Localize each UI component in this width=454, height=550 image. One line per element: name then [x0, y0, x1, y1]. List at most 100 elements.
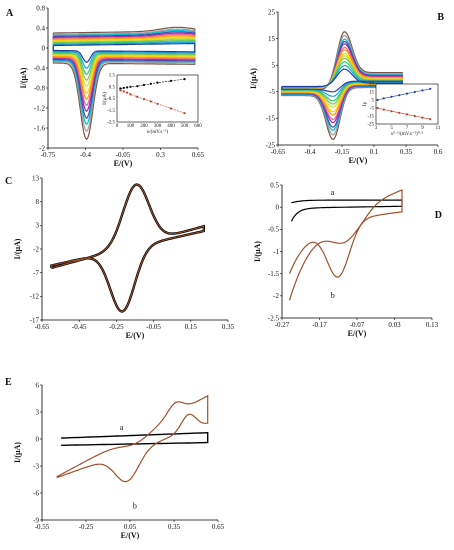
y-tick-label: -2 [33, 245, 39, 253]
panel-c: 13 8 3 -2 -7 -12 -17-0.65 -0.45 -0.25 -0.05 0.15 0.… [5, 174, 235, 340]
cv-curve [52, 37, 196, 88]
inset-frame [375, 83, 439, 125]
y-tick-label: 13 [32, 174, 40, 182]
y-tick-label: -1.2 [34, 104, 46, 112]
panel-letter: C [5, 176, 12, 187]
panel-a: 0.8 0.4 0 -0.4 -0.8 -1.2 -1.6 -2-0.75 -0.4 -0.05 0… [6, 4, 205, 168]
x-tick-label: -0.25 [79, 523, 94, 531]
y-tick-label: -1 [273, 248, 279, 256]
x-tick-label: 0.65 [192, 151, 205, 159]
cv-curve [52, 33, 196, 107]
inset-x-tick-label: 9 [421, 126, 424, 131]
x-tick-label: 0.3 [156, 151, 165, 159]
y-tick-label: 0.4 [36, 24, 45, 32]
x-tick-label: -0.65 [271, 148, 286, 156]
y-tick-label: -1.5 [268, 270, 280, 278]
curve-b [288, 189, 403, 301]
panel-letter: D [435, 210, 442, 221]
inset-x-tick-label: 300 [154, 124, 162, 129]
inset-point [142, 83, 146, 87]
cv-curve [52, 31, 196, 120]
x-axis-label: E/(V) [121, 531, 140, 540]
y-tick-label: -17 [30, 316, 40, 324]
inset-point [390, 95, 393, 98]
inset-point [129, 93, 132, 96]
curve-label-b: b [133, 501, 137, 510]
x-tick-label: -0.45 [72, 323, 87, 331]
inset-point [405, 113, 409, 116]
cv-curve [52, 39, 196, 82]
cv-curve-brown [50, 184, 205, 313]
y-tick-label: -6 [33, 489, 39, 497]
y-tick-label: 8 [36, 198, 40, 206]
y-tick-label: -0.4 [34, 64, 46, 72]
curve-label-a: a [120, 423, 124, 432]
y-tick-label: 6 [36, 381, 40, 389]
inset-b: 3 5 7 9 11 25 15 5 -5 -15 -25 υ⁰·⁵/(mV.s⁻¹)⁰·⁵ Ip [363, 83, 441, 137]
inset-point [376, 98, 379, 102]
x-tick-label: 0.03 [388, 321, 401, 329]
inset-point [183, 78, 186, 81]
inset-point [382, 108, 385, 111]
inset-y-tick-label: -2.5 [107, 121, 115, 126]
inset-y-tick-label: 15 [369, 91, 375, 96]
curve-a [290, 199, 403, 222]
y-tick-label: -0.5 [268, 226, 280, 234]
y-tick-label: 0.8 [36, 4, 45, 12]
inset-point [122, 90, 125, 93]
x-tick-label: -0.65 [35, 323, 50, 331]
inset-x-tick-label: 3 [375, 126, 378, 131]
inset-x-tick-label: 7 [406, 126, 409, 131]
cv-curve [52, 28, 196, 133]
inset-x-label: υ⁰·⁵/(mV.s⁻¹)⁰·⁵ [391, 131, 423, 137]
inset-point [421, 116, 424, 119]
inset-y-tick-label: -1.5 [107, 109, 115, 114]
cv-curve [52, 41, 196, 70]
inset-y-label: I/(μA) [103, 92, 108, 105]
y-tick-label: -2 [273, 292, 279, 300]
panels-group: 0.80.40-0.4-0.8-1.2-1.6-2-0.75 -0.4 -0.05 0… [5, 4, 444, 540]
y-tick-label: 0 [276, 203, 280, 211]
curve-a [61, 431, 209, 446]
y-tick-label: 3 [36, 408, 40, 416]
x-tick-label: -0.4 [80, 151, 92, 159]
x-tick-label: 0.6 [434, 148, 443, 156]
cv-curve [52, 42, 196, 63]
inset-y-tick-label: -0.5 [107, 97, 115, 102]
y-tick-label: 15 [268, 35, 276, 43]
inset-point [169, 107, 173, 110]
inset-point [136, 85, 139, 88]
x-tick-label: -0.07 [350, 321, 365, 329]
y-tick-label: 5 [272, 62, 276, 70]
x-axis-label: E/(V) [126, 331, 145, 340]
y-tick-label: 0.5 [270, 181, 279, 189]
cv-curve [52, 32, 196, 113]
inset-point [382, 97, 385, 100]
y-tick-label: -15 [266, 115, 276, 123]
x-tick-label: 0.13 [426, 321, 439, 329]
inset-x-tick-label: 0 [116, 124, 119, 129]
y-axis-label: I/(μA) [13, 238, 22, 259]
y-tick-label: -7 [33, 269, 39, 277]
inset-point [413, 114, 416, 118]
inset-x-tick-label: 5 [390, 126, 393, 131]
inset-point [119, 87, 122, 90]
inset-point [142, 97, 146, 101]
inset-fit-line [377, 88, 431, 101]
inset-point [122, 86, 125, 90]
cv-curve [281, 68, 403, 93]
y-tick-label: 0 [36, 435, 40, 443]
y-axis-label: I/(μA) [253, 241, 262, 262]
curve-label-a: a [331, 188, 335, 197]
y-tick-label: -3 [33, 462, 39, 470]
inset-point [149, 100, 152, 103]
panel-e: 6 3 0 -3 -6 -9-0.55 -0.25 0.05 0.35 0.65 E/(V) I/(μ… [5, 377, 225, 540]
panel-d: 0.5 0 -0.5 -1 -1.5 -2 -2.5-0.27 -0.17 -0.07 0.03 0… [253, 181, 442, 338]
y-tick-label: 0 [42, 44, 46, 52]
inset-point [376, 106, 379, 110]
inset-y-label: Ip [363, 101, 368, 106]
inset-point [421, 89, 424, 92]
x-axis-label: E/(V) [349, 156, 368, 165]
x-tick-label: -0.55 [35, 523, 50, 531]
